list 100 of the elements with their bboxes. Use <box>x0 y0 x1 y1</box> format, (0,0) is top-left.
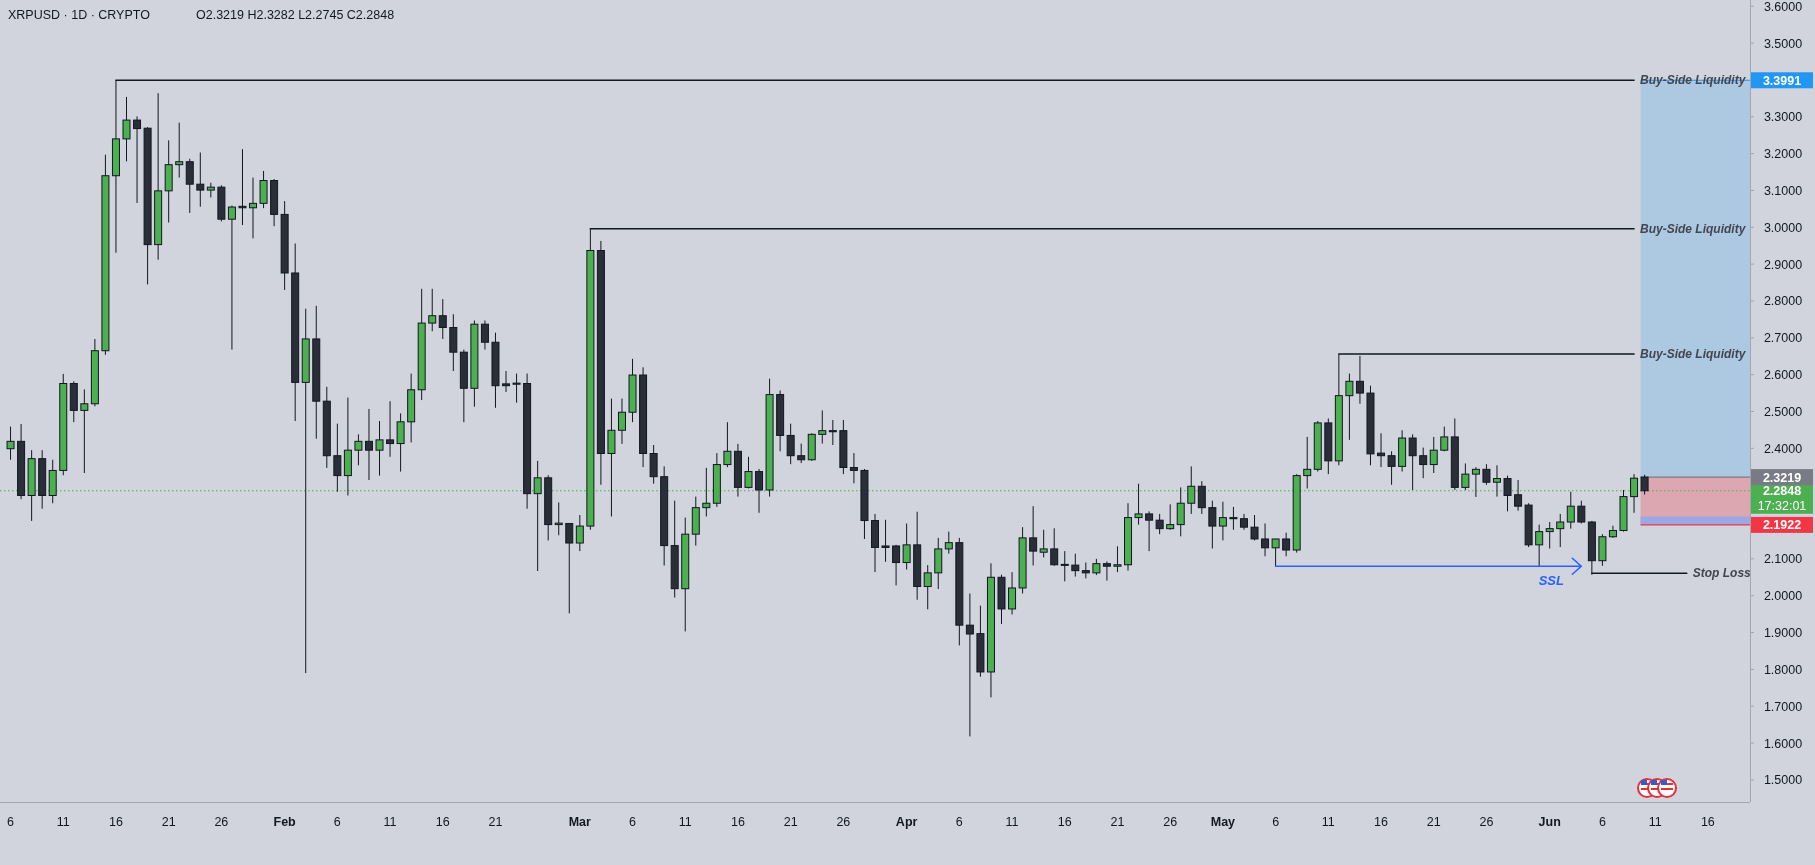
y-tick-label: 1.9000 <box>1763 626 1803 641</box>
y-tick-label: 2.6000 <box>1763 368 1803 383</box>
candlestick <box>1250 514 1259 541</box>
y-tick-label: 3.2000 <box>1763 147 1803 162</box>
candlestick <box>1345 373 1354 441</box>
candlestick <box>249 177 258 239</box>
candlestick <box>1208 500 1217 550</box>
candlestick <box>1197 480 1206 515</box>
candlestick <box>1166 503 1175 531</box>
y-tick-label: 3.0000 <box>1763 220 1803 235</box>
candlestick <box>1060 550 1069 582</box>
x-tick-label: 21 <box>161 815 176 829</box>
candlestick <box>354 433 363 466</box>
text: 17:32:01 <box>1757 499 1807 514</box>
ref-line-label: 2.3219 <box>1762 470 1802 485</box>
candlestick <box>375 420 384 477</box>
y-tick-label: 1.7000 <box>1763 699 1803 714</box>
x-tick-label: 16 <box>1374 815 1389 829</box>
series-label: Buy-Side Liquidity <box>1640 221 1747 236</box>
x-tick-label: 11 <box>56 815 70 829</box>
candlestick <box>480 320 489 351</box>
x-tick-label: 16 <box>731 815 745 829</box>
x-tick-label: 11 <box>1648 815 1662 829</box>
y-tick-label: 2.8000 <box>1763 294 1803 309</box>
x-tick-label: 11 <box>678 815 692 829</box>
candlestick <box>396 412 405 473</box>
x-tick-label: May <box>1210 815 1236 829</box>
candlestick <box>554 501 563 536</box>
candlestick <box>1377 432 1386 468</box>
x-tick-label: 16 <box>1057 815 1072 829</box>
x-tick-label: 6 <box>955 815 963 829</box>
candlestick <box>1039 529 1048 558</box>
candlestick <box>1218 501 1227 541</box>
candlestick <box>755 468 764 514</box>
candlestick <box>1514 479 1523 512</box>
x-tick-label: 16 <box>435 815 450 829</box>
candlestick <box>1229 506 1238 531</box>
x-tick-label: 21 <box>488 815 503 829</box>
y-tick-label: 3.3000 <box>1763 110 1803 125</box>
y-tick-label: 2.9000 <box>1763 257 1803 272</box>
candlestick <box>238 148 247 226</box>
y-tick-label: 2.0000 <box>1763 589 1803 604</box>
x-tick-label: 6 <box>629 815 637 829</box>
candlestick <box>1566 491 1575 530</box>
y-tick-label: 3.1000 <box>1763 183 1803 198</box>
candlestick <box>1071 553 1080 578</box>
candlestick <box>828 419 837 446</box>
series-label: Buy-Side Liquidity <box>1640 347 1747 362</box>
candlestick <box>1050 527 1059 567</box>
x-tick-label: 21 <box>783 815 798 829</box>
candlestick <box>1387 450 1396 486</box>
text: XRPUSD · 1D · CRYPTO <box>8 8 151 22</box>
candlestick <box>797 443 806 464</box>
candlestick <box>934 537 943 590</box>
candlestick <box>565 522 574 614</box>
candlestick <box>1113 545 1122 573</box>
candlestick <box>965 592 974 737</box>
candlestick <box>1271 538 1280 567</box>
x-tick-label: 21 <box>1426 815 1441 829</box>
candlestick <box>1440 426 1449 452</box>
candlestick <box>1029 505 1038 566</box>
candlestick <box>512 373 521 404</box>
candlestick <box>196 152 205 208</box>
x-tick-label: Mar <box>568 815 592 829</box>
candlestick <box>333 423 342 493</box>
candlestick <box>881 519 890 563</box>
candlestick <box>259 170 268 209</box>
x-tick-label: 21 <box>1110 815 1125 829</box>
ref-line-label: 3.3991 <box>1762 73 1802 88</box>
y-tick-label: 1.6000 <box>1763 736 1803 751</box>
candlestick <box>1282 532 1291 557</box>
candlestick <box>1503 475 1512 512</box>
x-tick-label: Jun <box>1538 815 1561 829</box>
x-tick-label: 6 <box>333 815 341 829</box>
x-tick-label: 6 <box>1272 815 1280 829</box>
candlestick <box>1429 436 1438 474</box>
candlestick <box>364 408 373 481</box>
candlestick <box>818 409 827 445</box>
series-label: SSL <box>1538 573 1565 589</box>
candlestick <box>438 298 447 340</box>
candlestick <box>227 205 236 351</box>
x-tick-label: Feb <box>273 815 297 829</box>
candlestick <box>1482 463 1491 486</box>
candlestick <box>175 122 184 179</box>
candlestick <box>502 370 511 393</box>
candlestick <box>649 444 658 485</box>
y-tick-label: 3.5000 <box>1763 36 1803 51</box>
candlestick <box>1145 510 1154 552</box>
candlestick <box>1492 464 1501 498</box>
candlestick <box>133 115 142 204</box>
x-tick-label: 26 <box>214 815 229 829</box>
x-tick-label: 26 <box>1163 815 1178 829</box>
ref-line-label: 2.2848 <box>1762 484 1802 499</box>
candlestick <box>575 514 584 552</box>
candlestick <box>892 544 901 586</box>
y-tick-label: 1.8000 <box>1763 662 1803 677</box>
x-tick-label: 6 <box>7 815 15 829</box>
candlestick <box>80 388 89 474</box>
candlestick <box>428 288 437 332</box>
candlestick <box>386 400 395 458</box>
